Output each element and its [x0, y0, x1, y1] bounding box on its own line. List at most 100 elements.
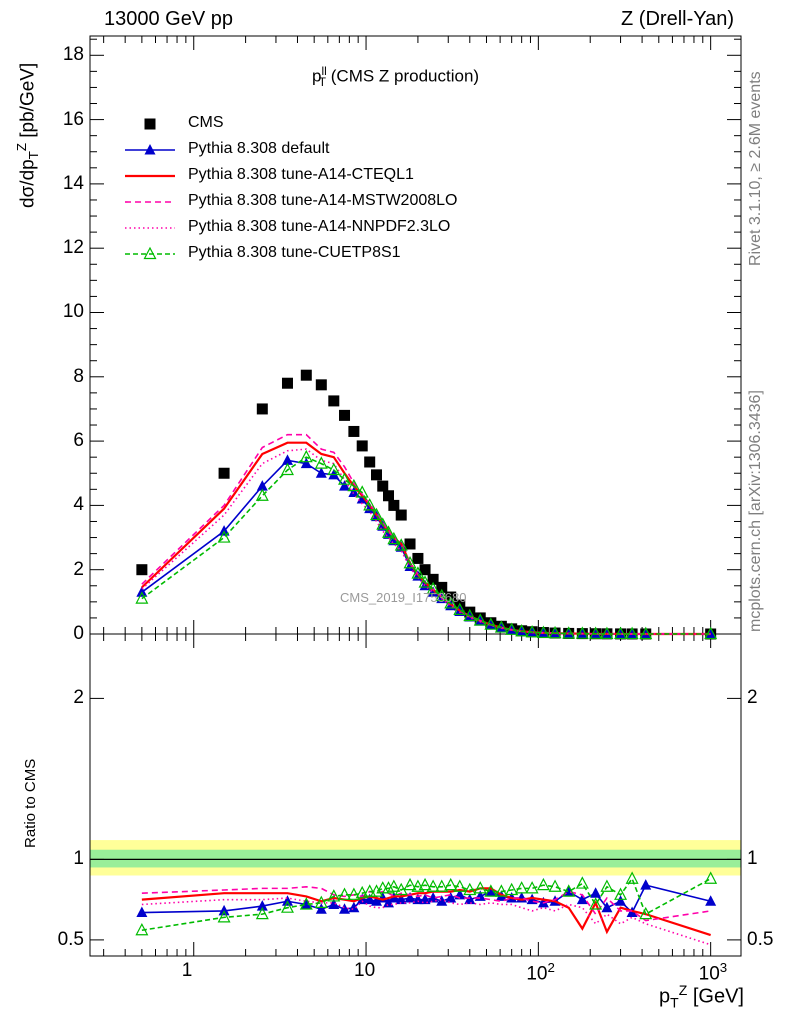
series-5-ratio-point	[435, 879, 449, 892]
series-1-ratio-point	[328, 898, 340, 909]
plot-title-sup: ll	[321, 64, 327, 78]
plot-title-main: p	[312, 66, 322, 86]
series-5-point	[639, 626, 653, 640]
series-0-point	[436, 581, 448, 593]
series-5-ratio-point	[418, 877, 432, 891]
series-1-ratio-point	[348, 901, 360, 913]
y-main-tick-label: 6	[73, 430, 84, 452]
y-ratio-tick-label: 1	[747, 848, 758, 870]
series-0-point	[377, 480, 389, 492]
series-1-ratio-point	[590, 887, 602, 898]
y-main-tick-label: 0	[73, 623, 84, 644]
plot-title-suffix: (CMS Z production)	[330, 66, 480, 86]
series-5-point	[355, 485, 369, 498]
series-5-point	[473, 613, 487, 626]
legend-marker-1	[144, 144, 156, 155]
series-1-point	[339, 480, 351, 491]
series-5-point	[525, 624, 539, 638]
legend-label: Pythia 8.308 default	[188, 140, 330, 157]
series-1-line	[141, 459, 711, 635]
series-5-point	[376, 517, 390, 530]
series-5-point	[453, 602, 467, 615]
series-1-ratio-point	[464, 893, 476, 905]
series-5-ratio-point	[536, 877, 550, 891]
series-3-ratio-line	[141, 885, 711, 922]
series-1-ratio-point	[300, 898, 312, 909]
series-5-ratio-point	[473, 881, 487, 894]
series-1-ratio-point	[371, 895, 383, 906]
series-5-ratio-point	[314, 895, 328, 908]
series-5-ratio-point	[403, 877, 417, 891]
series-5-ratio-point	[494, 884, 508, 897]
series-1-ratio-point	[705, 895, 717, 906]
series-5-point	[444, 596, 458, 609]
series-1-point	[348, 486, 360, 498]
series-1-ratio-point	[615, 895, 627, 906]
series-5-ratio-point	[135, 922, 149, 936]
series-1-ratio-point	[339, 903, 351, 914]
series-5-point	[255, 488, 269, 501]
series-1-ratio-point	[404, 892, 416, 903]
ratio-frame	[89, 633, 742, 957]
series-1-ratio-point	[395, 893, 407, 905]
series-1-point	[300, 457, 312, 469]
series-5-point	[463, 608, 477, 622]
series-3-line	[141, 433, 711, 635]
series-5-point	[382, 525, 395, 538]
series-5-point	[327, 462, 341, 476]
series-5-ratio-point	[280, 900, 294, 913]
series-1-ratio-point	[445, 892, 457, 903]
rivet-label: Rivet 3.1.10, ≥ 2.6M events	[747, 71, 764, 266]
series-0-point	[218, 467, 230, 479]
y-main-tick-label: 12	[62, 237, 84, 259]
series-5-ratio-point	[704, 871, 718, 884]
y-main-tick-label: 14	[62, 172, 84, 194]
series-0-point	[383, 490, 395, 502]
legend-marker-5	[143, 246, 157, 260]
series-5-point	[394, 538, 408, 551]
ratio-panel-series	[135, 871, 718, 946]
y-ratio-tick-label: 0.5	[57, 928, 84, 950]
series-5-ratio-point	[525, 881, 539, 894]
series-5-ratio-point	[575, 876, 589, 889]
series-1-ratio-point	[136, 906, 148, 918]
y-ratio-tick-label: 0.5	[747, 928, 774, 950]
ratio-band-inner	[90, 849, 741, 868]
series-0-point	[404, 538, 416, 550]
series-1-point	[315, 467, 327, 478]
header-right: Z (Drell-Yan)	[621, 8, 734, 30]
series-1-ratio-point	[256, 900, 268, 911]
series-5-ratio-point	[484, 884, 498, 897]
main-panel-series	[135, 369, 718, 640]
series-5-ratio-point	[639, 906, 653, 920]
series-5-point	[589, 626, 603, 639]
series-5-ratio-point	[411, 879, 425, 892]
series-5-point	[418, 575, 432, 588]
series-5-point	[536, 625, 550, 638]
x-tick-label: 1	[181, 960, 193, 981]
series-1-ratio-point	[412, 893, 424, 905]
series-5-point	[505, 622, 519, 635]
series-5-ratio-point	[505, 882, 519, 896]
series-5-ratio-point	[589, 897, 603, 910]
legend-label: CMS	[188, 114, 224, 131]
series-0-point	[256, 403, 268, 415]
series-5-ratio-point	[387, 879, 401, 892]
y-main-tick-label: 16	[62, 108, 84, 130]
series-0-point	[339, 409, 351, 421]
series-0-point	[371, 469, 383, 481]
series-5-point	[600, 626, 614, 639]
series-5-ratio-point	[600, 879, 614, 892]
header-left: 13000 GeV pp	[104, 8, 233, 30]
y-ratio-tick-label: 2	[73, 687, 84, 709]
series-5-point	[426, 581, 440, 595]
series-5-point	[299, 449, 313, 463]
series-5-ratio-point	[255, 906, 269, 920]
x-tick-label: 103	[698, 960, 728, 985]
y-main-tick-label: 4	[73, 494, 84, 516]
legend-label: Pythia 8.308 tune-A14-NNPDF2.3LO	[188, 218, 451, 235]
series-0-point	[412, 552, 424, 564]
series-5-point	[338, 472, 352, 485]
series-5-point	[494, 620, 508, 633]
